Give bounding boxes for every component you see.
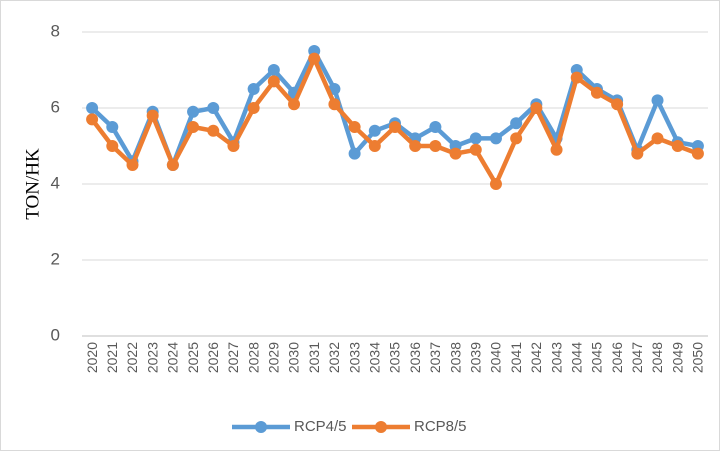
data-point — [489, 178, 502, 190]
x-tick-label: 2050 — [690, 342, 706, 373]
y-tick-label: 2 — [51, 249, 60, 268]
x-tick-label: 2027 — [225, 342, 241, 373]
x-tick-label: 2047 — [629, 342, 645, 373]
data-point — [530, 102, 543, 114]
x-tick-label: 2036 — [407, 342, 423, 373]
legend-label: RCP8/5 — [414, 418, 467, 435]
x-tick-label: 2020 — [84, 342, 100, 373]
x-tick-label: 2025 — [185, 342, 201, 373]
x-tick-label: 2035 — [387, 342, 403, 373]
data-point — [308, 52, 321, 65]
data-point — [469, 132, 482, 145]
data-point — [510, 117, 523, 130]
x-tick-label: 2023 — [144, 342, 160, 373]
data-point — [389, 121, 401, 133]
data-point — [449, 147, 462, 160]
legend-marker — [375, 421, 387, 433]
data-point — [671, 140, 684, 152]
x-tick-label: 2041 — [508, 342, 524, 373]
data-point — [368, 140, 381, 152]
data-point — [328, 98, 341, 111]
x-tick-label: 2031 — [306, 342, 322, 373]
x-tick-label: 2040 — [488, 342, 504, 373]
x-tick-label: 2049 — [669, 342, 685, 373]
data-point — [288, 98, 301, 111]
data-point — [86, 113, 99, 126]
legend-marker — [255, 421, 267, 433]
x-tick-label: 2039 — [467, 342, 483, 373]
data-point — [651, 132, 664, 145]
x-tick-label: 2045 — [589, 342, 605, 373]
data-point — [126, 159, 139, 171]
x-tick-label: 2042 — [528, 342, 544, 373]
data-point — [590, 86, 603, 99]
data-point — [570, 71, 583, 84]
data-point — [429, 121, 442, 133]
data-point — [550, 143, 563, 156]
data-point — [691, 147, 704, 160]
data-point — [409, 140, 422, 152]
x-tick-label: 2022 — [124, 342, 140, 373]
data-point — [207, 102, 220, 114]
x-tick-label: 2028 — [245, 342, 261, 373]
data-point — [651, 94, 664, 107]
y-tick-label: 0 — [51, 325, 60, 344]
data-point — [146, 109, 159, 122]
data-point — [106, 121, 119, 133]
data-point — [611, 98, 624, 111]
data-point — [207, 124, 220, 137]
data-point — [631, 147, 644, 160]
data-point — [510, 132, 523, 145]
data-point — [187, 121, 200, 133]
data-point — [348, 121, 361, 133]
x-tick-label: 2030 — [286, 342, 302, 373]
x-tick-label: 2034 — [367, 342, 383, 373]
data-point — [247, 102, 260, 114]
y-axis-title: TON/HK — [22, 148, 43, 220]
data-point — [469, 143, 482, 156]
x-tick-label: 2038 — [447, 342, 463, 373]
data-point — [429, 140, 442, 152]
data-point — [227, 140, 240, 152]
data-point — [106, 140, 119, 152]
x-tick-label: 2048 — [649, 342, 665, 373]
x-tick-label: 2044 — [568, 342, 584, 373]
y-tick-label: 4 — [51, 173, 60, 192]
data-point — [166, 159, 179, 171]
x-tick-label: 2033 — [346, 342, 362, 373]
legend-label: RCP4/5 — [294, 418, 347, 435]
data-point — [187, 105, 200, 118]
y-tick-label: 6 — [51, 97, 60, 116]
x-tick-label: 2046 — [609, 342, 625, 373]
data-point — [267, 64, 280, 76]
x-tick-label: 2029 — [266, 342, 282, 373]
data-point — [368, 124, 381, 137]
y-tick-label: 8 — [51, 21, 60, 40]
x-tick-label: 2024 — [165, 342, 181, 373]
data-point — [86, 102, 99, 114]
data-point — [267, 75, 280, 88]
data-point — [489, 132, 502, 145]
data-point — [247, 83, 260, 95]
data-point — [348, 147, 361, 160]
x-tick-label: 2037 — [427, 342, 443, 373]
x-tick-label: 2021 — [104, 342, 120, 373]
x-tick-label: 2043 — [548, 342, 564, 373]
x-tick-label: 2026 — [205, 342, 221, 373]
x-tick-label: 2032 — [326, 342, 342, 373]
